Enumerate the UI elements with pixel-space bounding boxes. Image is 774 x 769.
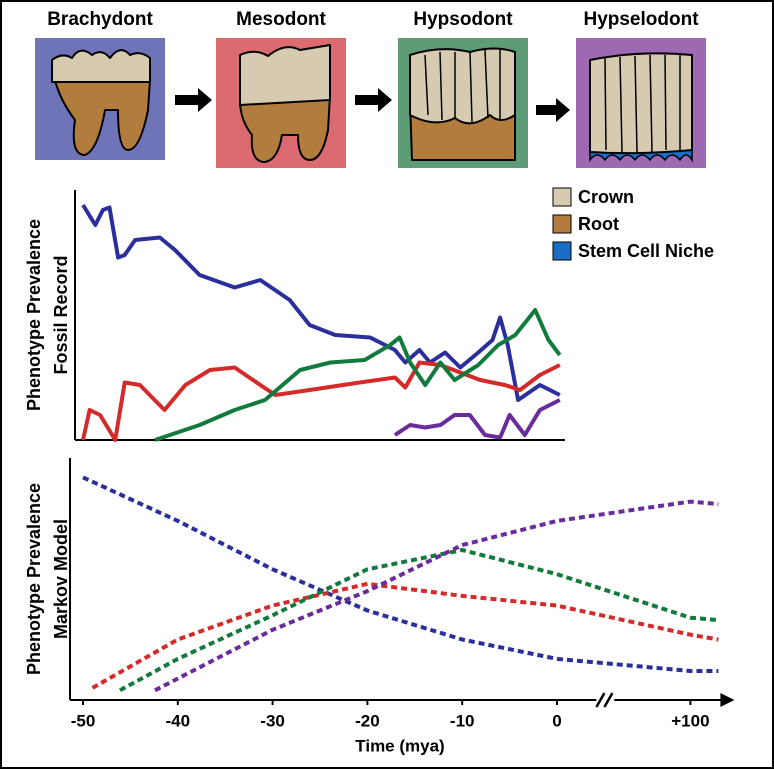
stage-label: Brachydont (47, 9, 153, 30)
series-line (393, 398, 561, 440)
tooth-panels (35, 38, 706, 168)
x-tick-label: -20 (355, 711, 380, 730)
y-axis-label: Phenotype Prevalence (24, 219, 44, 411)
series-line (154, 499, 719, 693)
legend-label: Crown (578, 187, 634, 207)
axis-break (595, 692, 614, 708)
x-tick-label: -40 (166, 711, 191, 730)
series-line (81, 360, 561, 442)
x-tick-label: 0 (552, 711, 561, 730)
x-tick-label: -50 (71, 711, 96, 730)
x-tick-label: -10 (450, 711, 475, 730)
legend-swatch (552, 241, 572, 261)
series-line (154, 308, 562, 442)
legend-swatch (552, 187, 572, 207)
crown (239, 44, 331, 106)
legend-label: Stem Cell Niche (578, 241, 714, 261)
legend-label: Root (578, 214, 619, 234)
series-line (91, 581, 719, 690)
stage-label: Hypsodont (413, 9, 513, 30)
x-axis-label: Time (mya) (355, 736, 444, 755)
y-axis-label: Phenotype Prevalence (24, 483, 44, 675)
legend-swatch (552, 214, 572, 234)
arrows (175, 88, 570, 122)
series-line (82, 475, 719, 673)
stage-label: Mesodont (236, 9, 326, 30)
series-line (119, 548, 719, 693)
axis-arrow (720, 693, 735, 707)
y-axis-label: Fossil Record (51, 255, 71, 374)
y-axis-label: Markov Model (51, 519, 71, 639)
crown (409, 47, 516, 125)
series-line (81, 203, 561, 402)
x-tick-label: +100 (671, 711, 709, 730)
root (239, 94, 331, 163)
root (54, 79, 151, 156)
stage-label: Hypselodont (583, 9, 699, 30)
crown (51, 49, 151, 83)
x-tick-label: -30 (260, 711, 285, 730)
